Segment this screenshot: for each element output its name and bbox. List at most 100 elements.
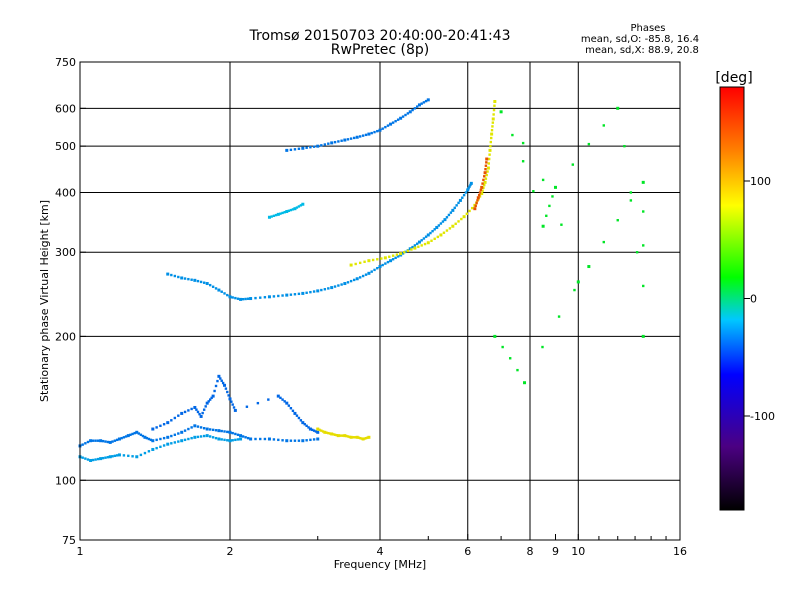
echo-point — [274, 213, 278, 217]
echo-point — [443, 218, 447, 222]
echo-point — [111, 455, 114, 458]
echo-point — [173, 416, 177, 420]
echo-point — [173, 433, 177, 436]
echo-point — [205, 282, 209, 286]
echo-point — [94, 439, 97, 442]
echo-point — [404, 113, 407, 117]
echo-point — [155, 446, 158, 450]
echo-point — [394, 119, 397, 123]
echo-point — [279, 396, 282, 400]
echo-point — [401, 115, 405, 118]
echo-point — [488, 153, 491, 156]
echo-point — [484, 177, 488, 180]
echo-point — [474, 204, 477, 208]
echo-point — [321, 430, 325, 433]
echo-point — [84, 442, 87, 445]
echo-point — [354, 262, 357, 266]
echo-point — [281, 211, 284, 215]
colorbar-tick-label: 100 — [750, 175, 771, 188]
echo-point — [415, 105, 419, 108]
echo-point — [166, 421, 170, 425]
echo-point — [272, 214, 276, 218]
echo-point — [170, 434, 173, 438]
echo-point — [133, 431, 136, 435]
echo-point — [289, 208, 293, 212]
echo-point — [346, 138, 350, 141]
echo-point — [323, 430, 327, 434]
echo-point — [291, 208, 295, 211]
echo-point — [293, 293, 297, 296]
echo-point — [367, 259, 371, 263]
echo-point — [173, 274, 177, 278]
echo-point — [117, 437, 121, 441]
echo-point — [336, 434, 340, 438]
echo-point — [489, 140, 493, 144]
echo-point — [352, 278, 356, 282]
echo-point — [220, 429, 223, 433]
echo-point — [327, 287, 330, 290]
echo-point — [299, 419, 303, 422]
echo-point — [183, 277, 187, 280]
echo-point — [343, 434, 347, 438]
echo-point — [155, 426, 158, 429]
x-tick-label: 4 — [377, 545, 384, 558]
echo-point — [193, 405, 197, 409]
echo-point — [391, 258, 395, 261]
echo-point — [426, 233, 430, 237]
echo-point — [201, 411, 204, 415]
echo-point — [227, 394, 230, 397]
echo-point — [113, 454, 117, 458]
echo-point — [249, 437, 253, 441]
echo-point — [108, 455, 112, 459]
echo-point — [239, 437, 243, 441]
echo-point — [199, 414, 203, 418]
echo-point — [127, 454, 130, 458]
echo-point — [451, 208, 455, 212]
echo-point — [208, 398, 212, 401]
echo-point — [413, 244, 417, 247]
x-tick-label: 1 — [77, 545, 84, 558]
echo-point — [285, 293, 289, 297]
echo-point — [239, 434, 243, 438]
echo-point — [307, 426, 310, 429]
echo-point — [187, 437, 190, 441]
echo-point — [358, 261, 362, 265]
echo-point — [487, 162, 490, 165]
echo-point — [193, 278, 197, 282]
echo-point — [199, 435, 203, 438]
echo-point — [358, 135, 362, 138]
echo-point — [413, 107, 417, 110]
echo-point — [367, 271, 371, 275]
echo-point — [376, 258, 379, 261]
echo-point — [143, 435, 147, 439]
echo-point — [364, 273, 368, 276]
echo-point — [236, 438, 240, 441]
echo-point — [101, 439, 105, 443]
echo-point — [155, 438, 158, 442]
echo-point — [411, 108, 414, 112]
y-tick-label: 750 — [55, 56, 76, 69]
echo-point — [396, 118, 400, 121]
echo-point — [281, 398, 284, 401]
echo-point — [642, 210, 645, 213]
echo-point — [214, 287, 218, 290]
echo-point — [210, 396, 213, 400]
colorbar-ticks: 100 0 -100 — [744, 175, 775, 423]
echo-point — [424, 235, 428, 238]
echo-point — [468, 209, 471, 213]
echo-point — [448, 227, 452, 230]
echo-point — [576, 280, 580, 284]
echo-point — [560, 223, 563, 226]
echo-point — [343, 282, 347, 286]
echo-point — [431, 229, 434, 233]
echo-point — [143, 451, 147, 455]
echo-point — [492, 108, 496, 112]
echo-point — [285, 148, 289, 152]
echo-point — [420, 244, 423, 247]
echo-point — [196, 435, 200, 439]
echo-point — [461, 196, 464, 199]
echo-point — [147, 450, 151, 453]
echo-point — [423, 242, 427, 246]
echo-point — [469, 181, 473, 185]
